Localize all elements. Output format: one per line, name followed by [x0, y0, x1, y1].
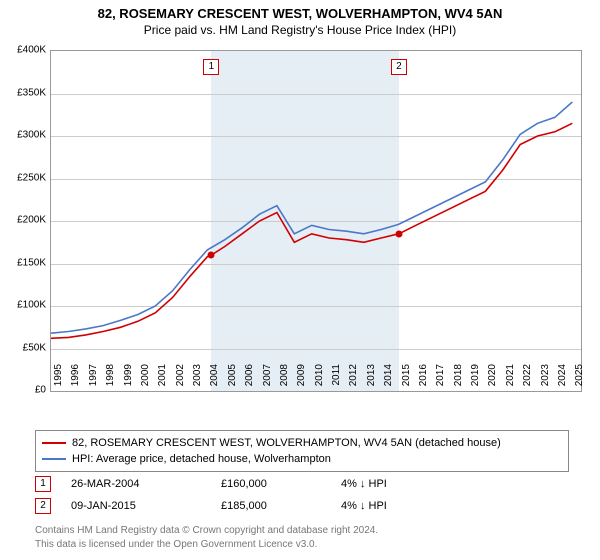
legend-item-hpi: HPI: Average price, detached house, Wolv… [42, 451, 562, 467]
legend-item-property: 82, ROSEMARY CRESCENT WEST, WOLVERHAMPTO… [42, 435, 562, 451]
y-tick-label: £0 [35, 385, 46, 396]
chart-subtitle: Price paid vs. HM Land Registry's House … [0, 21, 600, 37]
y-tick-label: £300K [17, 130, 46, 141]
legend: 82, ROSEMARY CRESCENT WEST, WOLVERHAMPTO… [35, 430, 569, 472]
transaction-row: 2 09-JAN-2015 £185,000 4% ↓ HPI [35, 498, 575, 514]
footnote: This data is licensed under the Open Gov… [35, 539, 317, 550]
transaction-marker: 1 [35, 476, 51, 492]
marker-label: 2 [391, 59, 407, 75]
transaction-pct: 4% ↓ HPI [341, 478, 461, 490]
footnote: Contains HM Land Registry data © Crown c… [35, 525, 378, 536]
y-tick-label: £350K [17, 87, 46, 98]
legend-swatch [42, 458, 66, 460]
marker-dot [395, 230, 402, 237]
transaction-row: 1 26-MAR-2004 £160,000 4% ↓ HPI [35, 476, 575, 492]
legend-label: 82, ROSEMARY CRESCENT WEST, WOLVERHAMPTO… [72, 435, 501, 451]
y-tick-label: £200K [17, 215, 46, 226]
marker-label: 1 [203, 59, 219, 75]
transaction-pct: 4% ↓ HPI [341, 500, 461, 512]
y-tick-label: £50K [23, 342, 46, 353]
y-tick-label: £400K [17, 45, 46, 56]
transaction-price: £160,000 [221, 478, 341, 490]
series-property [51, 123, 572, 338]
chart: 12 £0£50K£100K£150K£200K£250K£300K£350K£… [50, 50, 580, 390]
series-lines [51, 51, 581, 391]
y-tick-label: £150K [17, 257, 46, 268]
transaction-date: 09-JAN-2015 [71, 500, 221, 512]
y-tick-label: £100K [17, 300, 46, 311]
y-tick-label: £250K [17, 172, 46, 183]
transaction-marker: 2 [35, 498, 51, 514]
series-hpi [51, 102, 572, 333]
legend-label: HPI: Average price, detached house, Wolv… [72, 451, 331, 467]
transaction-price: £185,000 [221, 500, 341, 512]
plot-area: 12 [50, 50, 582, 392]
legend-swatch [42, 442, 66, 444]
marker-dot [208, 252, 215, 259]
transaction-date: 26-MAR-2004 [71, 478, 221, 490]
chart-title: 82, ROSEMARY CRESCENT WEST, WOLVERHAMPTO… [0, 0, 600, 21]
